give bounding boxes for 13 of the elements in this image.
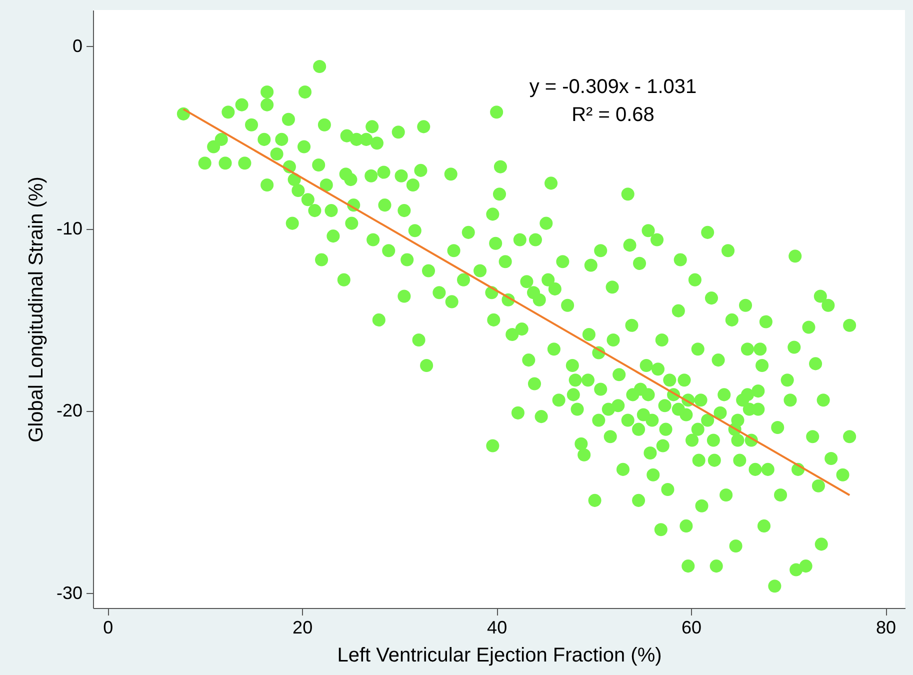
x-tick-label: 60: [682, 618, 702, 638]
x-tick-label: 40: [487, 618, 508, 638]
y-tick-label: -20: [56, 400, 82, 421]
y-tick-label: -10: [56, 218, 82, 238]
y-axis-title: Global Longitudinal Strain (%): [25, 176, 48, 442]
annotation: y = -0.309x - 1.031: [529, 76, 697, 98]
annotation: R² = 0.68: [572, 104, 654, 126]
x-tick-label: 0: [103, 618, 114, 638]
y-tick-label: 0: [72, 36, 82, 56]
x-axis-title: Left Ventricular Ejection Fraction (%): [337, 644, 662, 666]
x-tick-label: 20: [292, 618, 313, 638]
y-tick-label: -30: [56, 582, 82, 603]
x-tick-label: 80: [876, 618, 896, 638]
